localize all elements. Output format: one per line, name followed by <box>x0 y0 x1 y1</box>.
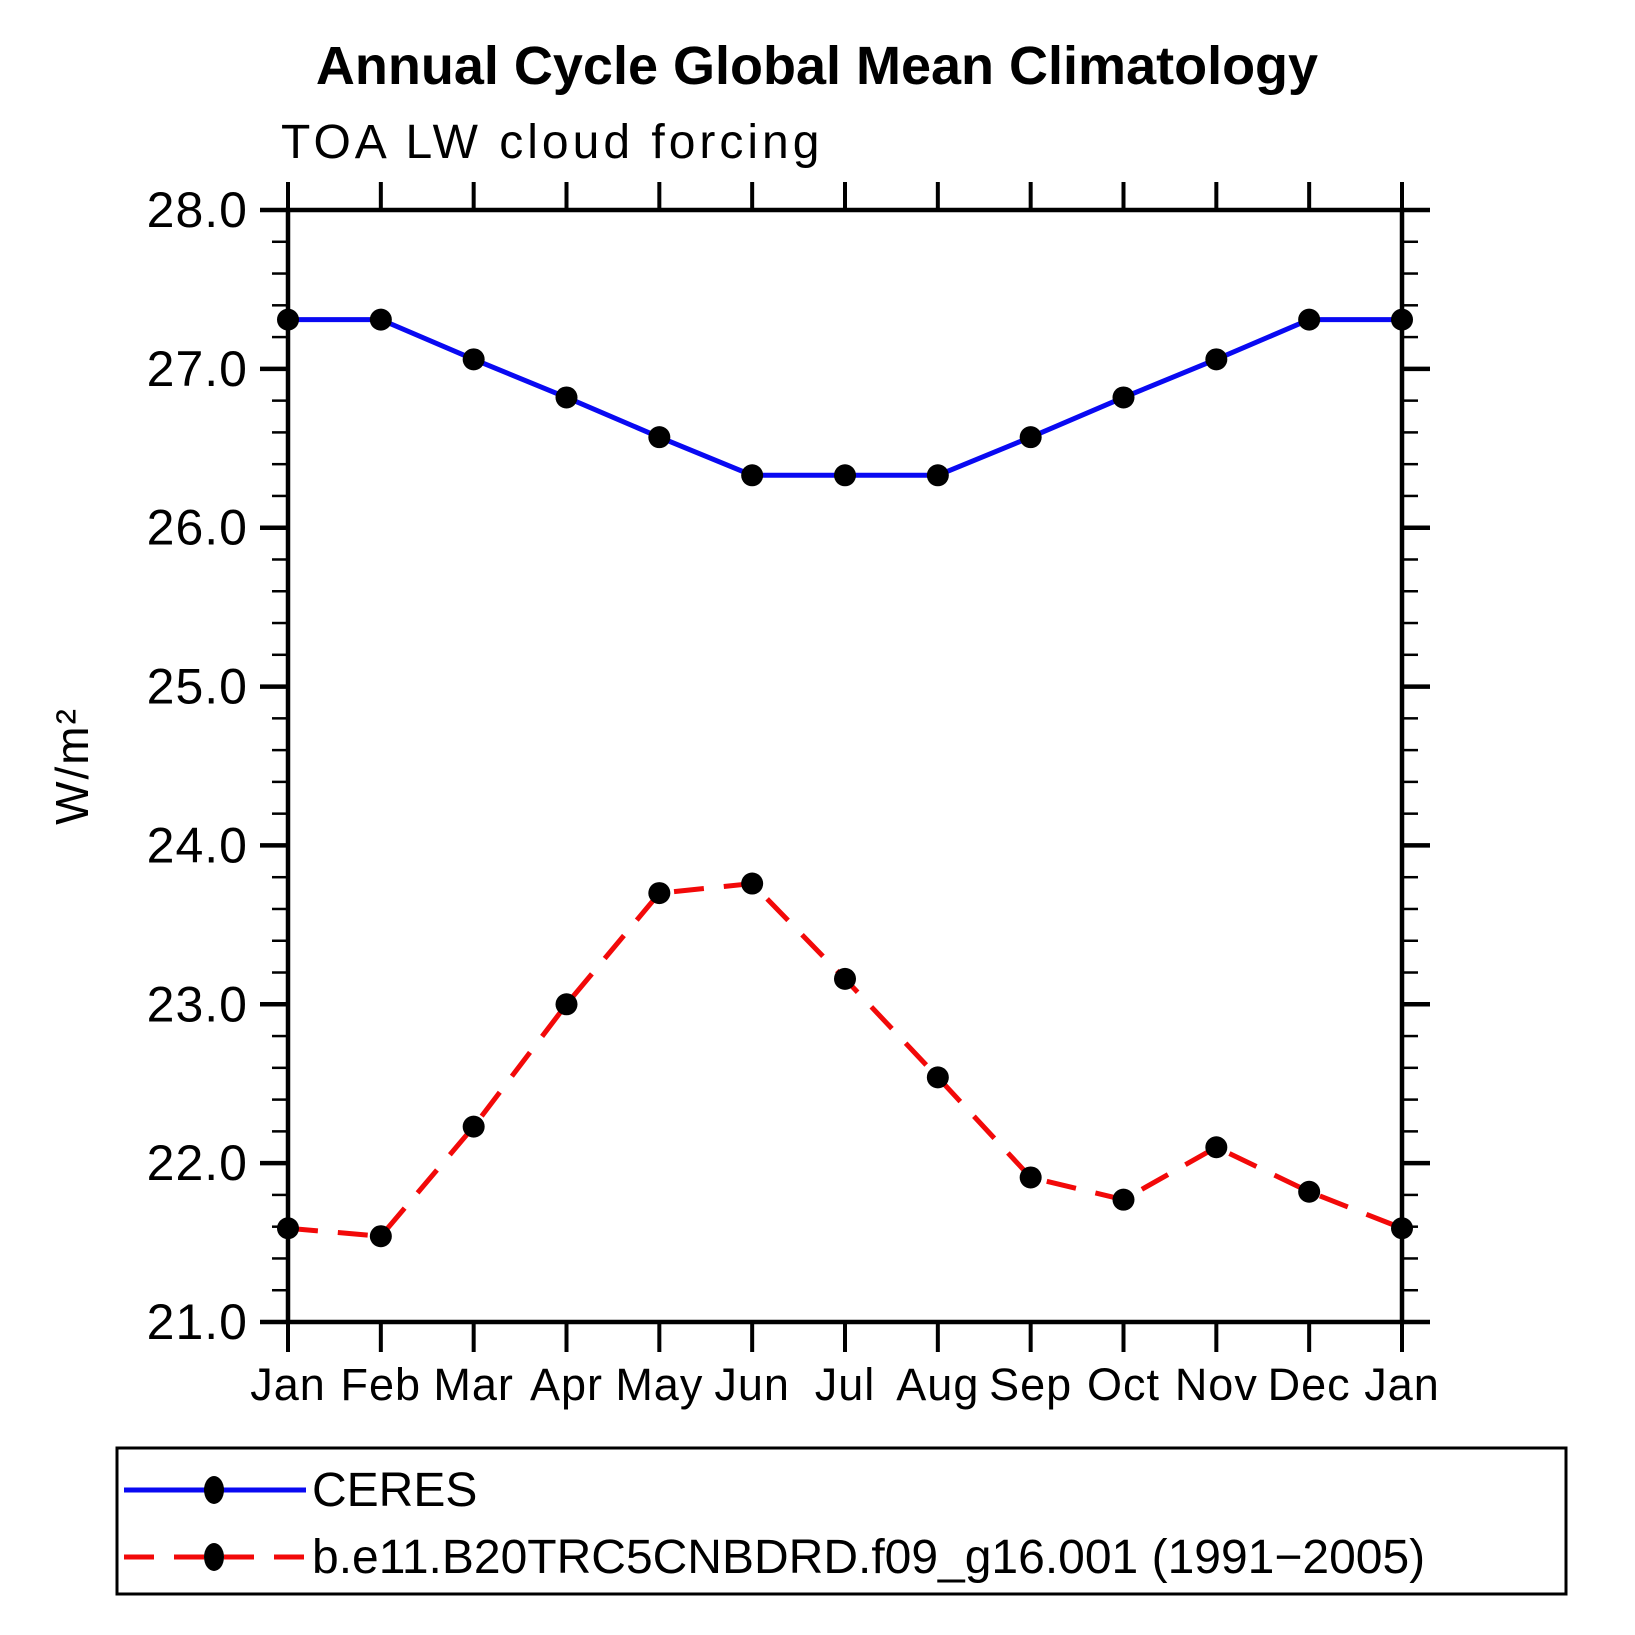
data-point-marker <box>369 308 392 331</box>
chart-title: Annual Cycle Global Mean Climatology <box>316 36 1318 96</box>
data-point-marker <box>462 1115 485 1138</box>
data-point-marker <box>277 308 299 331</box>
x-tick-label: Aug <box>896 1359 979 1410</box>
x-tick-label: Dec <box>1268 1359 1351 1410</box>
data-point-marker <box>926 464 949 487</box>
y-tick-label: 27.0 <box>147 341 248 397</box>
data-point-marker <box>1391 1217 1413 1240</box>
data-point-marker <box>277 1217 299 1240</box>
model-line <box>287 881 1403 1239</box>
x-tick-label: Jan <box>1364 1359 1440 1410</box>
legend-box <box>115 1446 1568 1596</box>
data-point-marker <box>1391 308 1413 331</box>
data-point-marker <box>1112 386 1135 409</box>
plot-frame <box>285 207 1405 1325</box>
y-axis-title: W/m² <box>46 707 98 825</box>
legend-label-model: b.e11.B20TRC5CNBDRD.f09_g16.001 (1991−20… <box>312 1531 1425 1584</box>
legend-marker <box>204 1476 224 1504</box>
x-tick-label: Sep <box>989 1359 1072 1410</box>
data-point-marker <box>555 386 578 409</box>
x-tick-label: Mar <box>433 1359 514 1410</box>
legend: CERES b.e11.B20TRC5CNBDRD.f09_g16.001 (1… <box>115 1446 1568 1596</box>
data-point-marker <box>1205 348 1228 371</box>
y-tick-label: 24.0 <box>147 817 248 873</box>
y-tick-label: 26.0 <box>147 500 248 556</box>
data-point-marker <box>1019 1166 1042 1189</box>
legend-shapes <box>115 1446 1568 1596</box>
x-tick-label: Apr <box>530 1359 603 1410</box>
x-tick-label: Nov <box>1175 1359 1258 1410</box>
data-point-marker <box>1298 308 1321 331</box>
ceres-line <box>288 317 1402 478</box>
data-point-marker <box>834 967 856 990</box>
data-point-marker <box>648 426 671 449</box>
data-point-marker <box>834 464 856 487</box>
y-tick-label: 22.0 <box>147 1135 248 1191</box>
data-point-marker <box>555 993 578 1016</box>
data-point-marker <box>1019 426 1042 449</box>
data-point-marker <box>648 882 671 905</box>
data-point-marker <box>1112 1188 1135 1211</box>
x-tick-label: Jun <box>714 1359 790 1410</box>
series-lines <box>277 308 1413 1248</box>
x-tick-label: Oct <box>1087 1359 1160 1410</box>
data-point-marker <box>926 1066 949 1089</box>
y-tick-label: 21.0 <box>147 1294 248 1350</box>
data-point-marker <box>741 872 764 895</box>
chart-subtitle: TOA LW cloud forcing <box>281 116 823 169</box>
data-point-marker <box>1205 1136 1228 1159</box>
x-tick-label: Jan <box>250 1359 326 1410</box>
y-tick-label: 23.0 <box>147 976 248 1032</box>
legend-marker <box>204 1543 224 1571</box>
data-point-marker <box>462 348 485 371</box>
data-point-marker <box>1298 1180 1321 1203</box>
data-point-marker <box>369 1225 392 1248</box>
x-tick-label: Jul <box>815 1359 876 1410</box>
legend-label-ceres: CERES <box>312 1464 477 1517</box>
y-tick-label: 25.0 <box>147 659 248 715</box>
x-tick-label: Feb <box>341 1359 422 1410</box>
data-point-marker <box>741 464 764 487</box>
y-tick-label: 28.0 <box>147 182 248 238</box>
x-tick-label: May <box>615 1359 703 1410</box>
